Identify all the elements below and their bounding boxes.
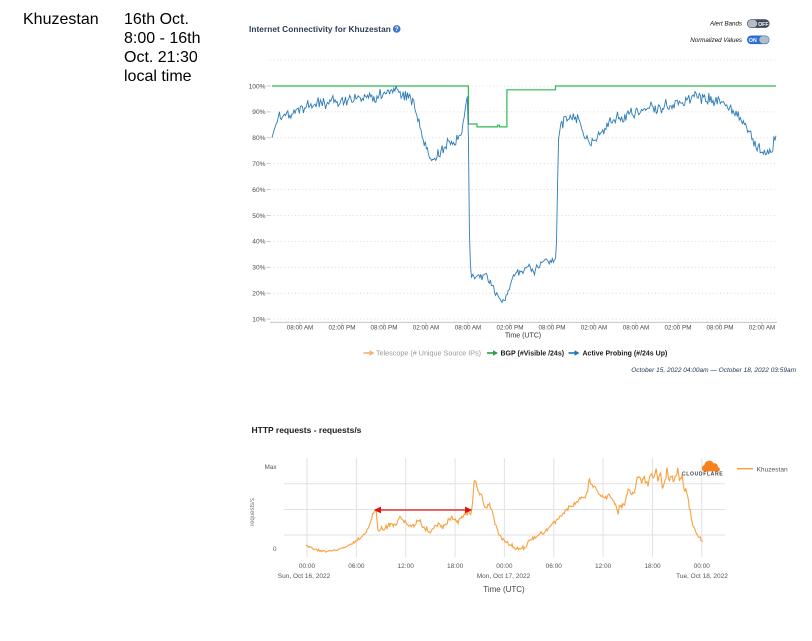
svg-text:Sun, Oct 16, 2022: Sun, Oct 16, 2022	[278, 573, 331, 580]
svg-text:Oct. 21:30: Oct. 21:30	[124, 49, 198, 66]
svg-text:100%: 100%	[249, 83, 266, 90]
svg-text:18:00: 18:00	[447, 563, 464, 570]
svg-text:Khuzestan: Khuzestan	[757, 466, 788, 473]
svg-text:Time (UTC): Time (UTC)	[483, 585, 525, 594]
svg-text:8:00 - 16th: 8:00 - 16th	[124, 30, 201, 47]
svg-text:Telescope (# Unique Source IPs: Telescope (# Unique Source IPs)	[376, 349, 481, 358]
svg-text:70%: 70%	[252, 161, 265, 168]
svg-text:Time (UTC): Time (UTC)	[505, 333, 541, 340]
svg-text:06:00: 06:00	[546, 563, 563, 570]
svg-text:90%: 90%	[252, 109, 265, 116]
svg-text:00:00: 00:00	[496, 563, 513, 570]
svg-text:16th Oct.: 16th Oct.	[124, 11, 189, 28]
svg-text:02:00 PM: 02:00 PM	[329, 325, 356, 332]
svg-text:00:00: 00:00	[694, 563, 711, 570]
svg-text:02:00 PM: 02:00 PM	[665, 325, 692, 332]
svg-text:Khuzestan: Khuzestan	[23, 11, 99, 28]
svg-text:02:00 PM: 02:00 PM	[497, 325, 524, 332]
svg-text:ON: ON	[749, 38, 757, 44]
svg-text:08:00 AM: 08:00 AM	[287, 325, 314, 332]
svg-text:02:00 AM: 02:00 AM	[413, 325, 440, 332]
svg-text:0: 0	[273, 546, 277, 553]
svg-text:80%: 80%	[252, 135, 265, 142]
svg-text:Active Probing (#/24s Up): Active Probing (#/24s Up)	[583, 351, 668, 358]
svg-text:08:00 PM: 08:00 PM	[371, 325, 398, 332]
svg-text:Alert Bands: Alert Bands	[709, 21, 742, 28]
svg-text:Internet Connectivity for Khuz: Internet Connectivity for Khuzestan	[249, 24, 391, 34]
svg-text:October 15, 2022 04:00am — Oct: October 15, 2022 04:00am — October 18, 2…	[631, 367, 796, 374]
svg-text:requests/s: requests/s	[250, 498, 256, 526]
svg-text:OFF: OFF	[758, 22, 768, 28]
svg-text:00:00: 00:00	[299, 563, 316, 570]
svg-text:06:00: 06:00	[348, 563, 365, 570]
svg-text:30%: 30%	[252, 265, 265, 272]
svg-text:40%: 40%	[252, 239, 265, 246]
svg-text:08:00 AM: 08:00 AM	[623, 325, 650, 332]
svg-text:12:00: 12:00	[398, 563, 415, 570]
svg-text:Normalized Values: Normalized Values	[690, 37, 742, 44]
svg-text:?: ?	[395, 27, 399, 33]
svg-text:BGP (#Visible /24s): BGP (#Visible /24s)	[501, 351, 565, 358]
svg-text:18:00: 18:00	[644, 563, 661, 570]
svg-text:HTTP requests - requests/s: HTTP requests - requests/s	[252, 425, 362, 435]
svg-text:02:00 AM: 02:00 AM	[749, 325, 776, 332]
svg-text:50%: 50%	[252, 213, 265, 220]
svg-text:CLOUDFLARE: CLOUDFLARE	[682, 471, 723, 477]
svg-text:08:00 PM: 08:00 PM	[707, 325, 734, 332]
svg-text:Max: Max	[265, 464, 278, 471]
svg-text:20%: 20%	[252, 291, 265, 298]
svg-text:Tue, Oct 18, 2022: Tue, Oct 18, 2022	[676, 573, 728, 580]
svg-text:12:00: 12:00	[595, 563, 612, 570]
svg-text:Mon, Oct 17, 2022: Mon, Oct 17, 2022	[477, 573, 531, 580]
svg-text:08:00 PM: 08:00 PM	[539, 325, 566, 332]
svg-text:60%: 60%	[252, 187, 265, 194]
svg-text:local time: local time	[124, 68, 192, 85]
svg-text:10%: 10%	[252, 316, 265, 323]
svg-text:08:00 AM: 08:00 AM	[455, 325, 482, 332]
svg-text:02:00 AM: 02:00 AM	[581, 325, 608, 332]
